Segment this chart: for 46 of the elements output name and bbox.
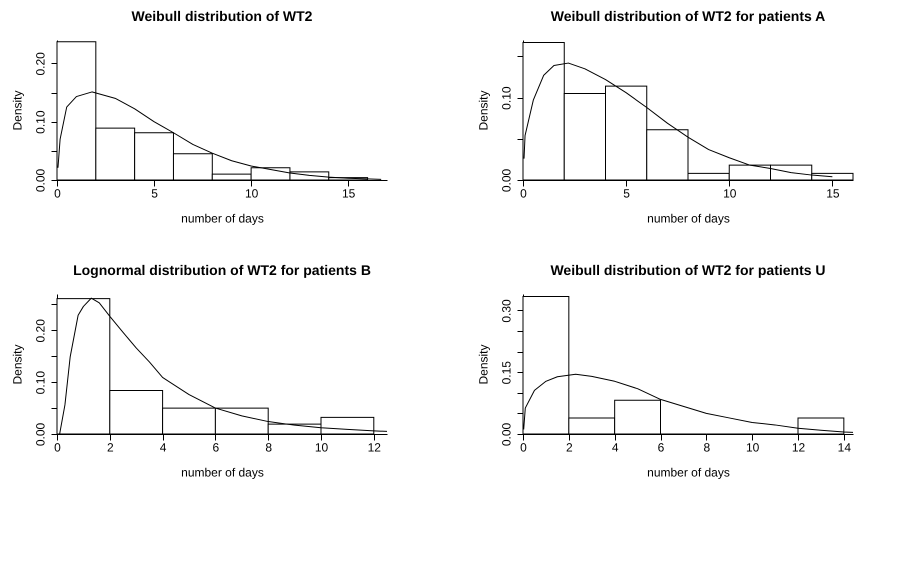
x-tick-label: 15 [826, 186, 840, 200]
x-tick-label: 0 [54, 440, 62, 454]
y-axis-title: Density [10, 90, 24, 131]
y-tick-label: 0.15 [500, 360, 514, 384]
x-tick-label: 10 [244, 186, 259, 200]
y-tick-label: 0.20 [34, 318, 48, 342]
x-tick-label: 12 [792, 440, 806, 454]
x-axis-title: number of days [181, 212, 264, 226]
y-axis-title: Density [476, 90, 490, 131]
y-tick-label: 0.00 [34, 168, 48, 192]
x-tick-label: 0 [520, 440, 528, 454]
x-tick-label: 6 [658, 440, 665, 454]
x-tick-label: 8 [703, 440, 710, 454]
chart-title: Weibull distribution of WT2 for patients A [550, 8, 826, 24]
y-tick-label: 0.00 [500, 168, 514, 192]
y-tick-label: 0.00 [34, 422, 48, 446]
x-tick-label: 12 [368, 440, 382, 454]
x-axis-title: number of days [647, 212, 730, 226]
x-tick-label: 10 [314, 440, 328, 454]
x-tick-label: 10 [723, 186, 737, 200]
y-tick-label: 0.20 [34, 52, 48, 76]
x-tick-label: 2 [106, 440, 114, 454]
x-tick-label: 6 [212, 440, 220, 454]
y-tick-label: 0.10 [500, 86, 514, 110]
chart-title: Weibull distribution of WT2 for patients U [550, 262, 826, 278]
x-tick-label: 2 [566, 440, 573, 454]
x-tick-label: 14 [838, 440, 852, 454]
x-tick-label: 5 [151, 186, 158, 200]
y-axis-title: Density [10, 344, 24, 385]
y-tick-label: 0.30 [500, 298, 514, 323]
chart-title: Lognormal distribution of WT2 for patients B [73, 262, 371, 278]
x-axis-title: number of days [181, 466, 264, 480]
x-tick-label: 10 [746, 440, 760, 454]
x-tick-label: 5 [623, 186, 630, 200]
x-tick-label: 0 [520, 186, 528, 200]
y-tick-label: 0.10 [34, 370, 48, 394]
x-tick-label: 4 [612, 440, 619, 454]
chart-title: Weibull distribution of WT2 [132, 8, 313, 24]
x-tick-label: 0 [54, 186, 62, 200]
x-tick-label: 4 [160, 440, 167, 454]
x-axis-title: number of days [647, 466, 730, 480]
y-tick-label: 0.00 [500, 422, 514, 446]
x-tick-label: 8 [265, 440, 272, 454]
y-tick-label: 0.10 [34, 110, 48, 134]
y-axis-title: Density [476, 344, 490, 385]
x-tick-label: 15 [342, 186, 356, 200]
